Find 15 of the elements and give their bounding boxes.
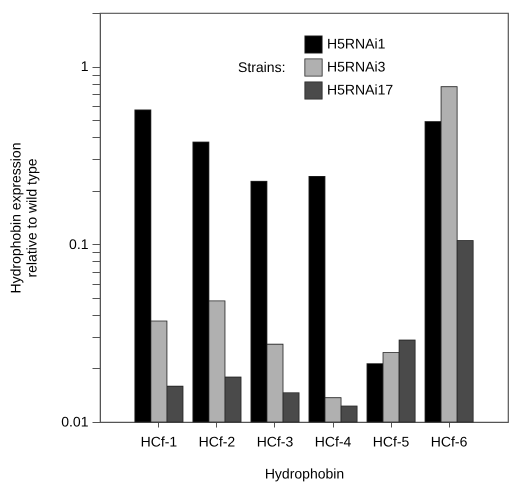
y-tick-label: 0.1 [69,236,89,252]
y-axis-title: Hydrophobin expression relative to wild type [7,142,40,294]
legend-title: Strains: [238,59,286,75]
x-tick-label: HCf-5 [372,434,410,450]
legend-label: H5RNAi17 [327,82,394,98]
x-axis-title: Hydrophobin [264,466,344,482]
x-tick-label: HCf-2 [198,434,236,450]
legend-label: H5RNAi1 [327,36,386,52]
x-tick-label: HCf-3 [256,434,294,450]
x-tick-label: HCf-1 [140,434,178,450]
x-tick-label: HCf-4 [314,434,352,450]
legend-label: H5RNAi3 [327,58,386,74]
y-tick-label: 1 [80,58,89,74]
y-tick-label: 0.01 [61,414,89,430]
x-tick-label: HCf-6 [430,434,468,450]
